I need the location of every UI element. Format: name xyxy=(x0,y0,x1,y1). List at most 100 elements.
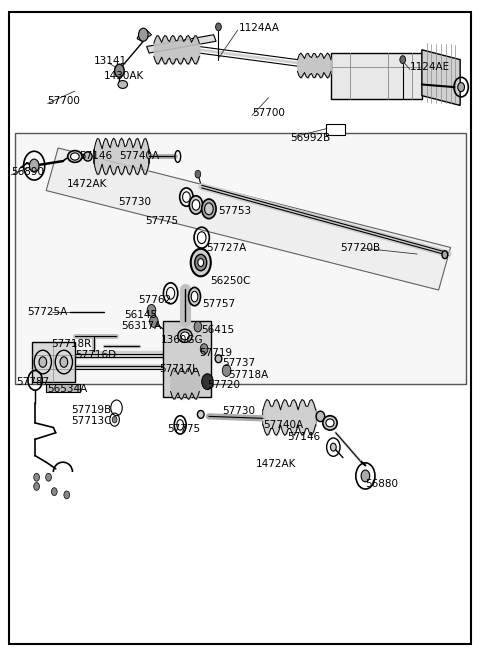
Text: 57718R: 57718R xyxy=(51,339,91,350)
Circle shape xyxy=(361,470,370,482)
Ellipse shape xyxy=(323,416,337,430)
Text: 56415: 56415 xyxy=(201,325,234,335)
Text: 57740A: 57740A xyxy=(263,420,303,430)
Ellipse shape xyxy=(192,199,200,210)
Text: 57775: 57775 xyxy=(145,216,179,226)
Circle shape xyxy=(39,357,47,367)
Text: 57730: 57730 xyxy=(118,197,151,207)
Circle shape xyxy=(112,417,117,423)
Text: 57146: 57146 xyxy=(287,432,320,442)
Text: 57757: 57757 xyxy=(203,298,236,309)
Circle shape xyxy=(194,321,202,332)
Text: 57775: 57775 xyxy=(167,424,200,434)
Ellipse shape xyxy=(167,287,175,299)
Text: 56890: 56890 xyxy=(11,167,44,177)
Text: 1360GG: 1360GG xyxy=(161,335,204,345)
Text: 57719: 57719 xyxy=(199,348,232,358)
Ellipse shape xyxy=(204,203,213,215)
Circle shape xyxy=(150,316,158,327)
Circle shape xyxy=(400,56,406,64)
FancyBboxPatch shape xyxy=(9,12,471,644)
Circle shape xyxy=(139,28,148,41)
Circle shape xyxy=(64,491,70,499)
Text: 1472AK: 1472AK xyxy=(67,179,107,189)
Ellipse shape xyxy=(326,419,334,427)
Polygon shape xyxy=(46,148,451,290)
Ellipse shape xyxy=(84,152,92,161)
Polygon shape xyxy=(422,50,460,106)
Ellipse shape xyxy=(177,420,183,430)
Ellipse shape xyxy=(442,251,448,258)
Text: 13141: 13141 xyxy=(94,56,127,66)
Text: 56534A: 56534A xyxy=(48,384,88,394)
Circle shape xyxy=(200,344,208,354)
Circle shape xyxy=(222,365,231,377)
Text: 56250C: 56250C xyxy=(210,276,251,286)
Circle shape xyxy=(51,487,57,495)
Text: 57727A: 57727A xyxy=(206,243,247,253)
Ellipse shape xyxy=(180,332,189,340)
Circle shape xyxy=(195,171,201,178)
Text: 56317A: 56317A xyxy=(121,321,162,331)
Circle shape xyxy=(147,304,156,316)
Text: 57737: 57737 xyxy=(222,358,255,368)
Text: 57716D: 57716D xyxy=(75,350,116,361)
Text: 1124AE: 1124AE xyxy=(410,62,450,72)
Ellipse shape xyxy=(178,329,192,342)
Text: 57720B: 57720B xyxy=(340,243,381,253)
Ellipse shape xyxy=(202,199,216,218)
Circle shape xyxy=(46,474,51,482)
Text: 1430AK: 1430AK xyxy=(104,71,144,81)
Text: 57146: 57146 xyxy=(80,152,113,161)
Circle shape xyxy=(34,483,39,490)
Text: 1124AA: 1124AA xyxy=(239,23,280,33)
Text: 57713C: 57713C xyxy=(72,416,112,426)
Ellipse shape xyxy=(197,411,204,419)
Ellipse shape xyxy=(316,411,324,422)
Ellipse shape xyxy=(197,232,206,243)
Text: 56880: 56880 xyxy=(365,479,398,489)
Circle shape xyxy=(458,83,465,92)
Text: 1472AK: 1472AK xyxy=(255,459,296,468)
Ellipse shape xyxy=(195,255,207,271)
Text: 57762: 57762 xyxy=(139,295,172,305)
Text: 57718A: 57718A xyxy=(228,370,268,380)
Ellipse shape xyxy=(189,287,201,306)
Circle shape xyxy=(330,443,336,451)
Text: 56992B: 56992B xyxy=(290,133,331,143)
Ellipse shape xyxy=(198,258,204,266)
Text: 57787: 57787 xyxy=(16,377,49,386)
Text: 57700: 57700 xyxy=(48,96,81,106)
Text: 57717L: 57717L xyxy=(159,364,198,374)
Polygon shape xyxy=(331,53,422,99)
Text: 57720: 57720 xyxy=(207,380,240,390)
Ellipse shape xyxy=(182,192,190,202)
Text: 57753: 57753 xyxy=(218,207,252,216)
Polygon shape xyxy=(46,384,80,392)
Ellipse shape xyxy=(68,151,82,163)
Text: 56145: 56145 xyxy=(124,310,157,320)
Ellipse shape xyxy=(189,195,203,214)
Ellipse shape xyxy=(191,291,198,302)
Polygon shape xyxy=(147,35,216,53)
Text: 57700: 57700 xyxy=(252,108,285,118)
Circle shape xyxy=(202,374,213,390)
Text: 57730: 57730 xyxy=(222,406,255,416)
Circle shape xyxy=(29,159,39,173)
Ellipse shape xyxy=(191,249,211,276)
Circle shape xyxy=(34,474,39,482)
Polygon shape xyxy=(15,133,466,384)
Polygon shape xyxy=(326,124,345,135)
Circle shape xyxy=(60,357,68,367)
Ellipse shape xyxy=(215,355,222,363)
Polygon shape xyxy=(32,342,75,382)
Circle shape xyxy=(216,23,221,31)
Ellipse shape xyxy=(71,153,79,160)
Text: 57740A: 57740A xyxy=(120,152,159,161)
Polygon shape xyxy=(137,30,152,41)
Polygon shape xyxy=(163,321,211,397)
Circle shape xyxy=(115,64,124,77)
Text: 57719B: 57719B xyxy=(72,405,112,415)
Text: 57725A: 57725A xyxy=(27,306,67,317)
Ellipse shape xyxy=(118,81,128,89)
